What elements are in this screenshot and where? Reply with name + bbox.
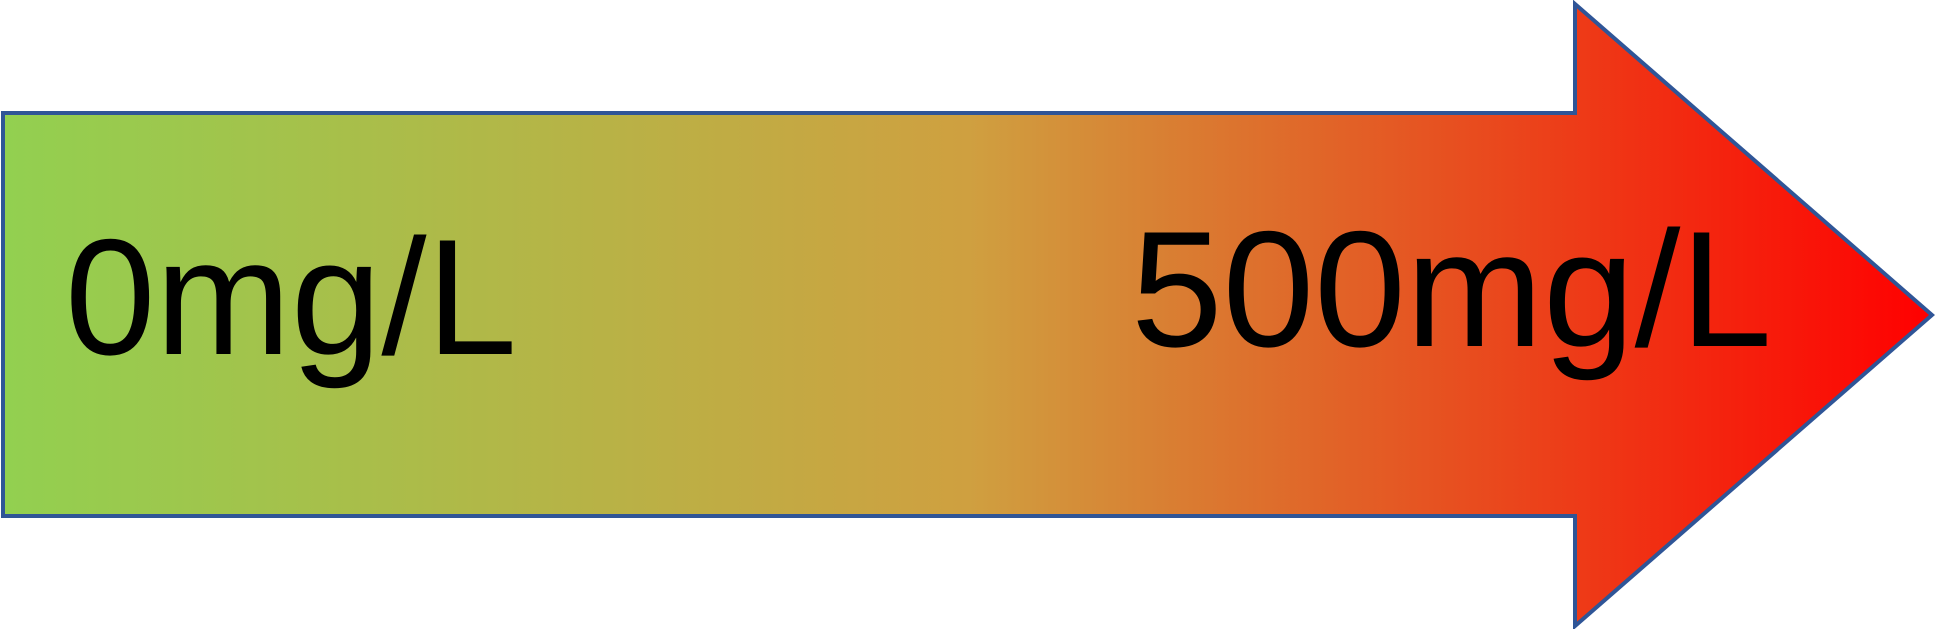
start-value-label: 0mg/L [65,205,517,389]
end-value-label: 500mg/L [1131,197,1772,381]
